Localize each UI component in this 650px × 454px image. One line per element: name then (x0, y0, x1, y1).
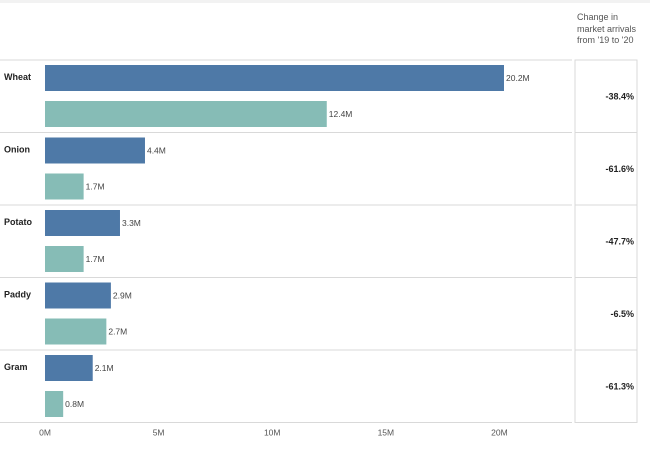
x-tick-label: 20M (491, 428, 508, 438)
bar-value-label: 4.4M (147, 146, 166, 156)
bar-value-label: 1.7M (86, 254, 105, 264)
bar (45, 173, 84, 200)
bar (45, 101, 327, 127)
category-label: Potato (4, 217, 33, 227)
bar-value-label: 2.9M (113, 291, 132, 301)
top-bar (0, 0, 650, 3)
bar (45, 65, 504, 91)
category-label: Paddy (4, 290, 31, 300)
bar (45, 210, 120, 236)
change-percent-label: -61.3% (605, 381, 634, 391)
category-label: Wheat (4, 72, 31, 82)
bar-value-label: 0.8M (65, 399, 84, 409)
bar-value-label: 3.3M (122, 218, 141, 228)
bar (45, 137, 145, 164)
bar (45, 282, 111, 309)
bar-value-label: 2.1M (95, 363, 114, 373)
x-tick-label: 0M (39, 428, 51, 438)
bar (45, 318, 107, 345)
bar-value-label: 1.7M (86, 182, 105, 192)
bar (45, 246, 84, 272)
change-column-header: Change in market arrivals from '19 to '2… (577, 12, 637, 45)
x-tick-label: 10M (264, 428, 281, 438)
bar-value-label: 20.2M (506, 73, 530, 83)
change-percent-label: -47.7% (605, 236, 634, 246)
change-percent-label: -38.4% (605, 91, 634, 101)
bar (45, 355, 93, 381)
category-label: Onion (4, 145, 30, 155)
x-tick-label: 5M (153, 428, 165, 438)
bar-value-label: 12.4M (329, 109, 353, 119)
category-label: Gram (4, 362, 28, 372)
x-tick-label: 15M (378, 428, 395, 438)
change-percent-label: -6.5% (610, 309, 634, 319)
bar-value-label: 2.7M (108, 327, 127, 337)
bar (45, 391, 64, 417)
change-percent-label: -61.6% (605, 164, 634, 174)
